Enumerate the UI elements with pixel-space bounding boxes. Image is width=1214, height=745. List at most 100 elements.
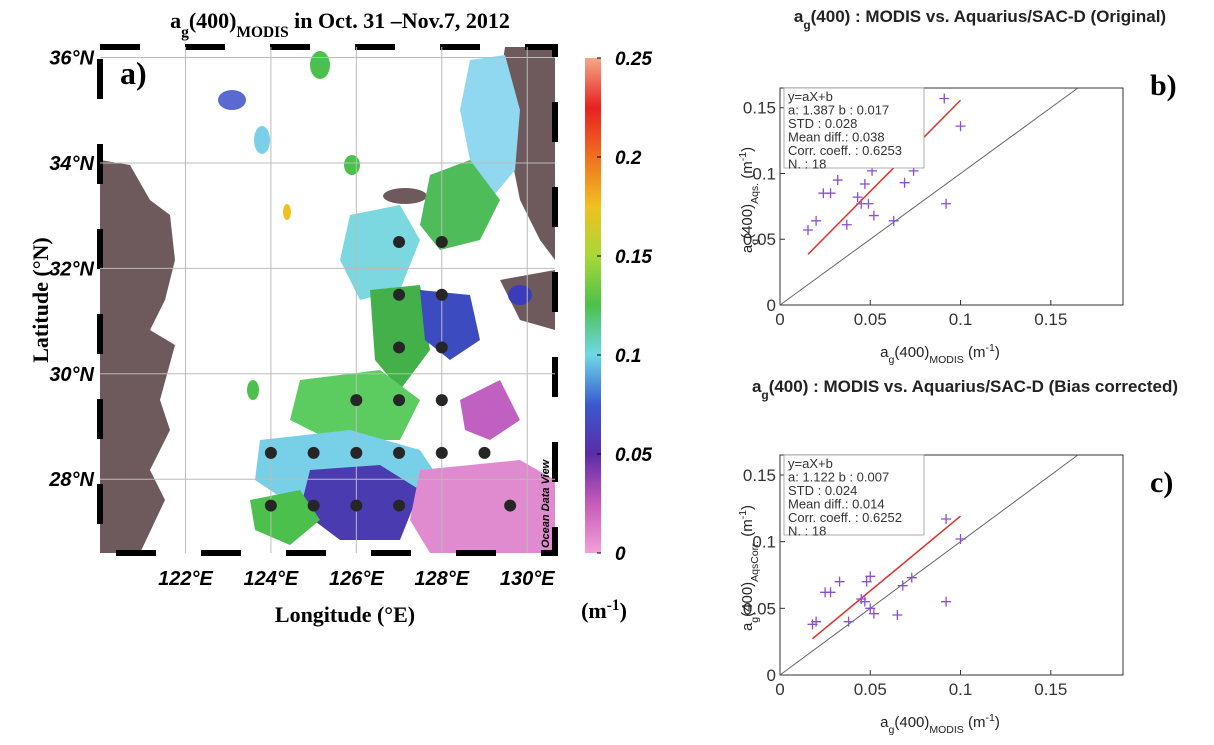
text-part: g <box>803 18 810 32</box>
point <box>955 534 966 544</box>
ag-patch <box>283 204 291 220</box>
station <box>478 446 491 459</box>
x-tick-label: 0.15 <box>1034 310 1067 329</box>
station <box>393 499 406 512</box>
x-tick-label: 124°E <box>244 568 299 590</box>
ag-patch <box>340 205 420 300</box>
ag-patch <box>310 51 330 79</box>
stats-line: N. : 18 <box>788 524 826 539</box>
text-part: a <box>170 8 181 33</box>
ag-patch <box>247 380 259 400</box>
ag-patch <box>370 285 430 390</box>
text-part: (m <box>964 714 986 731</box>
y-tick-label: 0.05 <box>743 230 776 249</box>
point <box>955 121 966 132</box>
y-axis-title: ag(400)Aqs. (m-1) <box>737 147 761 253</box>
x-tick-label: 0.1 <box>949 680 973 699</box>
text-part: (400) <box>739 582 756 617</box>
chart-title: ag(400) : MODIS vs. Aquarius/SAC-D (Orig… <box>794 7 1166 32</box>
stats-line: a: 1.387 b : 0.017 <box>788 103 889 118</box>
x-tick-label: 0.15 <box>1034 680 1067 699</box>
plot-frame <box>779 87 1124 306</box>
text-part: g <box>889 724 895 736</box>
point <box>865 603 876 614</box>
point <box>832 175 843 186</box>
station <box>393 394 406 407</box>
y-tick-label: 0.15 <box>743 466 776 485</box>
map-frame <box>97 44 558 556</box>
text-part: (m <box>739 519 756 541</box>
colorbar <box>585 58 601 553</box>
text-part: -1 <box>985 342 994 354</box>
station <box>393 288 406 301</box>
chart-title: ag(400) : MODIS vs. Aquarius/SAC-D (Bias… <box>752 377 1178 402</box>
text-part: a <box>880 344 889 361</box>
text-part: (m <box>581 598 607 623</box>
text-part: (400) <box>894 714 929 731</box>
y-tick-label: 0 <box>767 666 776 685</box>
y-tick-label: 28°N <box>48 469 94 491</box>
point <box>843 616 854 627</box>
point <box>811 616 822 627</box>
text-part: a <box>752 377 762 396</box>
ag-patch <box>420 160 500 250</box>
station <box>435 236 448 249</box>
stats-line: y=aX+b <box>788 89 833 104</box>
station <box>350 394 363 407</box>
y-tick-label: 0.05 <box>743 599 776 618</box>
ag-patch <box>420 290 480 360</box>
x-tick-label: 130°E <box>500 568 555 590</box>
text-part: g <box>181 24 189 41</box>
text-part: ) <box>739 505 756 510</box>
text-part: (400) : MODIS vs. Aquarius/SAC-D (Origin… <box>811 7 1166 26</box>
plot-frame <box>779 454 1124 676</box>
colorbar-tick-label: 0.25 <box>615 49 652 70</box>
fit-line <box>807 99 962 255</box>
text-part: MODIS <box>236 24 288 41</box>
point <box>859 179 870 190</box>
text-part: in Oct. 31 –Nov.7, 2012 <box>289 8 510 33</box>
x-tick-label: 122°E <box>158 568 213 590</box>
land <box>383 188 427 204</box>
text-part: (400) : MODIS vs. Aquarius/SAC-D (Bias c… <box>769 377 1178 396</box>
station <box>435 288 448 301</box>
x-tick-label: 126°E <box>329 568 384 590</box>
station <box>504 499 517 512</box>
stats-line: N. : 18 <box>788 157 826 172</box>
stats-box <box>783 454 925 536</box>
text-part: g <box>761 388 768 402</box>
text-part: (m <box>964 344 986 361</box>
x-axis-title: ag(400)MODIS (m-1) <box>880 712 1000 736</box>
y-tick-label: 0.1 <box>752 533 776 552</box>
x-tick-label: 0.05 <box>854 680 887 699</box>
stats-line: Corr. coeff. : 0.6252 <box>788 510 902 525</box>
station <box>435 341 448 354</box>
land <box>100 160 175 553</box>
x-tick-label: 0 <box>775 310 784 329</box>
ag-patch <box>460 55 520 200</box>
x-tick-label: 128°E <box>414 568 469 590</box>
text-part: ) <box>739 147 756 152</box>
text-part: a <box>880 714 889 731</box>
point <box>906 572 917 583</box>
point <box>939 93 950 104</box>
point <box>941 514 952 524</box>
station <box>393 236 406 249</box>
point <box>941 596 952 607</box>
stats-line: Mean diff.: 0.014 <box>788 497 885 512</box>
colorbar-tick-label: 0.2 <box>615 148 642 169</box>
y-tick-label: 34°N <box>49 153 94 175</box>
station <box>307 446 320 459</box>
text-part: ) <box>995 344 1000 361</box>
text-part: g <box>889 354 895 366</box>
watermark: Ocean Data View <box>540 458 552 548</box>
point <box>897 580 908 591</box>
point <box>841 219 852 230</box>
text-part: (m <box>739 161 756 183</box>
text-part: g <box>749 617 761 623</box>
x-tick-label: 0 <box>775 680 784 699</box>
ag-patch <box>410 460 555 553</box>
station <box>264 499 277 512</box>
